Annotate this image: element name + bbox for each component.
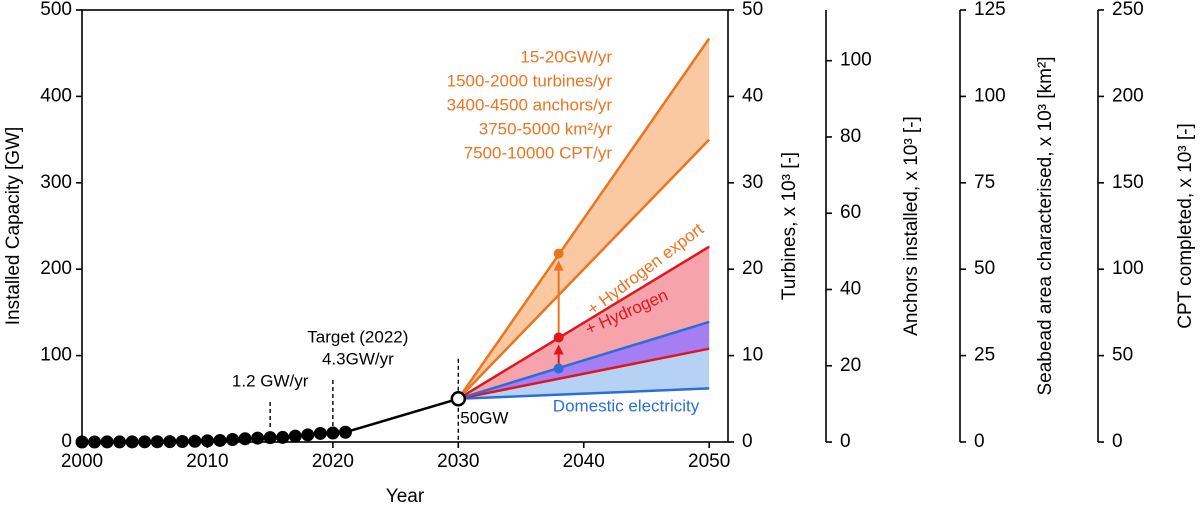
right-y-tick-label: 50 <box>1112 345 1133 366</box>
milestone-point <box>553 248 564 259</box>
annotation-text: 4.3GW/yr <box>322 349 394 368</box>
historical-point <box>238 432 252 446</box>
x-tick-label: 2050 <box>688 451 730 472</box>
historical-point <box>125 435 139 449</box>
right-y-tick-label: 0 <box>840 431 851 452</box>
scenario-line <box>457 37 711 400</box>
historical-point <box>163 435 177 449</box>
historical-point <box>313 426 327 440</box>
historical-point <box>75 435 89 449</box>
arrow-head <box>553 344 564 355</box>
y-tick-label: 500 <box>40 0 72 20</box>
right-y-tick-label: 150 <box>1112 172 1144 193</box>
scenario-line <box>458 347 710 401</box>
right-y-tick-label: 200 <box>1112 85 1144 106</box>
right-y-tick-label: 20 <box>840 355 861 376</box>
historical-point <box>150 435 164 449</box>
right-y-tick-label: 10 <box>742 345 763 366</box>
historical-point <box>326 426 340 440</box>
right-y-tick-label: 50 <box>742 0 763 20</box>
right-y-tick-label: 60 <box>840 202 861 223</box>
historical-point <box>226 432 240 446</box>
right-y-tick-label: 0 <box>742 431 753 452</box>
right-y-tick-label: 50 <box>974 258 995 279</box>
historical-point <box>175 434 189 448</box>
right-y-tick-label: 250 <box>1112 0 1144 20</box>
right-y-tick-label: 100 <box>1112 258 1144 279</box>
rate-text: 1500-2000 turbines/yr <box>447 71 613 90</box>
x-tick-label: 2010 <box>186 451 228 472</box>
y-axis-label: Installed Capacity [GW] <box>3 127 24 326</box>
rate-text: 7500-10000 CPT/yr <box>464 143 613 162</box>
x-tick-label: 2020 <box>312 451 354 472</box>
x-tick-label: 2030 <box>437 451 479 472</box>
y-tick-label: 300 <box>40 172 72 193</box>
historical-point <box>251 431 265 445</box>
scenario-label: Domestic electricity <box>553 396 700 415</box>
historical-point <box>276 430 290 444</box>
right-y-tick-label: 40 <box>840 279 861 300</box>
rate-text: 3750-5000 km²/yr <box>479 119 613 138</box>
plot-frame <box>81 9 729 443</box>
target-label: 50GW <box>460 408 508 427</box>
x-tick-label: 2040 <box>563 451 605 472</box>
historical-point <box>338 425 352 439</box>
scenario-line <box>457 320 710 400</box>
right-axis-label: Turbines, x 10³ [-] <box>779 152 800 300</box>
right-axis-label: Anchors installed, x 10³ [-] <box>901 116 922 336</box>
right-y-tick-label: 0 <box>1112 431 1123 452</box>
scenario-line <box>457 138 711 400</box>
arrow-head <box>553 260 564 271</box>
right-y-tick-label: 100 <box>840 50 872 71</box>
historical-point <box>263 431 277 445</box>
annotation-text: 1.2 GW/yr <box>232 371 309 390</box>
historical-point <box>138 435 152 449</box>
historical-point <box>88 435 102 449</box>
historical-point <box>100 435 114 449</box>
rate-text: 3400-4500 anchors/yr <box>447 95 613 114</box>
target-line <box>345 397 459 434</box>
right-axis-label: Seabead area characterised, x 10³ [km²] <box>1035 56 1056 395</box>
historical-point <box>301 428 315 442</box>
right-y-tick-label: 25 <box>974 345 995 366</box>
right-y-tick-label: 75 <box>974 172 995 193</box>
y-tick-label: 100 <box>40 345 72 366</box>
milestone-point <box>553 332 564 343</box>
historical-point <box>288 429 302 443</box>
right-y-tick-label: 0 <box>974 431 985 452</box>
right-y-tick-label: 20 <box>742 258 763 279</box>
right-axis-label: CPT completed, x 10³ [-] <box>1175 123 1196 329</box>
historical-point <box>200 434 214 448</box>
y-tick-label: 400 <box>40 85 72 106</box>
historical-point <box>188 434 202 448</box>
milestone-point <box>553 363 564 374</box>
historical-point <box>113 435 127 449</box>
y-tick-label: 0 <box>61 431 72 452</box>
rate-text: 15-20GW/yr <box>520 47 612 66</box>
x-tick-label: 2000 <box>61 451 103 472</box>
historical-point <box>213 433 227 447</box>
y-tick-label: 200 <box>40 258 72 279</box>
right-y-tick-label: 80 <box>840 126 861 147</box>
right-y-tick-label: 30 <box>742 172 763 193</box>
right-y-tick-label: 125 <box>974 0 1006 20</box>
annotation-text: Target (2022) <box>307 327 408 346</box>
right-y-tick-label: 100 <box>974 85 1006 106</box>
right-y-tick-label: 40 <box>742 85 763 106</box>
x-axis-label: Year <box>386 486 425 507</box>
target-point <box>450 391 467 407</box>
scenario-line <box>457 245 710 400</box>
scenario-line <box>458 387 710 401</box>
